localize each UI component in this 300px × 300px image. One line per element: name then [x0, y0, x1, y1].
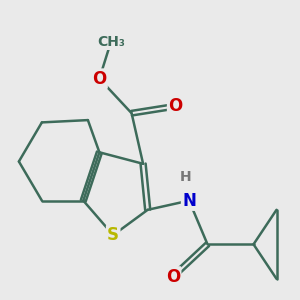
Text: S: S [107, 226, 119, 244]
Text: O: O [168, 97, 182, 115]
Text: O: O [166, 268, 180, 286]
Text: H: H [180, 170, 191, 184]
Text: CH₃: CH₃ [97, 35, 125, 49]
Text: N: N [182, 192, 196, 210]
Text: O: O [92, 70, 106, 88]
